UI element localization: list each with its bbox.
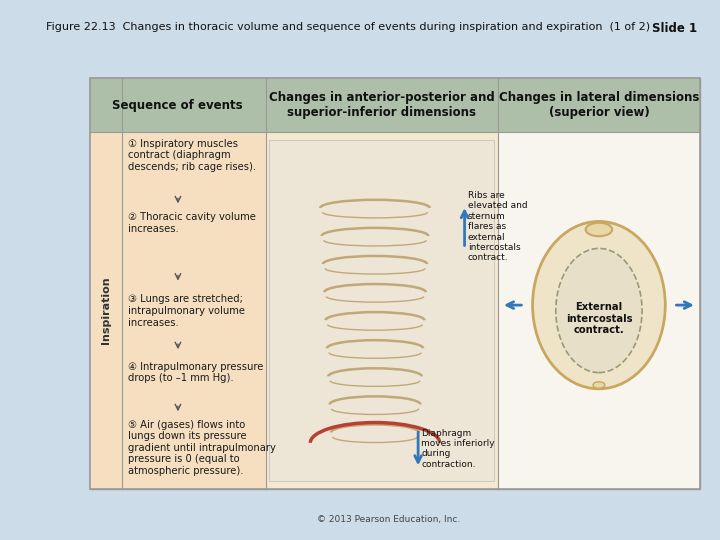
FancyBboxPatch shape bbox=[269, 140, 495, 481]
FancyBboxPatch shape bbox=[90, 78, 700, 489]
Text: ④ Intrapulmonary pressure
drops (to –1 mm Hg).: ④ Intrapulmonary pressure drops (to –1 m… bbox=[128, 362, 264, 383]
Text: Changes in lateral dimensions
(superior view): Changes in lateral dimensions (superior … bbox=[499, 91, 699, 119]
Text: ③ Lungs are stretched;
intrapulmonary volume
increases.: ③ Lungs are stretched; intrapulmonary vo… bbox=[128, 294, 246, 327]
FancyBboxPatch shape bbox=[498, 132, 700, 489]
Text: Sequence of events: Sequence of events bbox=[112, 99, 243, 112]
Text: External
intercostals
contract.: External intercostals contract. bbox=[566, 302, 632, 335]
Text: Ribs are
elevated and
sternum
flares as
external
intercostals
contract.: Ribs are elevated and sternum flares as … bbox=[468, 191, 528, 262]
Ellipse shape bbox=[585, 222, 612, 237]
Text: Figure 22.13  Changes in thoracic volume and sequence of events during inspirati: Figure 22.13 Changes in thoracic volume … bbox=[46, 22, 651, 32]
FancyBboxPatch shape bbox=[122, 132, 266, 489]
Ellipse shape bbox=[533, 221, 665, 389]
Text: Diaphragm
moves inferiorly
during
contraction.: Diaphragm moves inferiorly during contra… bbox=[421, 429, 495, 469]
FancyBboxPatch shape bbox=[90, 132, 122, 489]
Ellipse shape bbox=[593, 382, 605, 388]
Text: ② Thoracic cavity volume
increases.: ② Thoracic cavity volume increases. bbox=[128, 212, 256, 234]
Text: ① Inspiratory muscles
contract (diaphragm
descends; rib cage rises).: ① Inspiratory muscles contract (diaphrag… bbox=[128, 139, 256, 172]
Text: Inspiration: Inspiration bbox=[101, 276, 111, 345]
Text: Changes in anterior-posterior and
superior-inferior dimensions: Changes in anterior-posterior and superi… bbox=[269, 91, 495, 119]
Text: ⑤ Air (gases) flows into
lungs down its pressure
gradient until intrapulmonary
p: ⑤ Air (gases) flows into lungs down its … bbox=[128, 420, 276, 476]
FancyBboxPatch shape bbox=[90, 78, 700, 132]
Text: © 2013 Pearson Education, Inc.: © 2013 Pearson Education, Inc. bbox=[317, 515, 460, 524]
FancyBboxPatch shape bbox=[266, 132, 498, 489]
Text: Slide 1: Slide 1 bbox=[652, 22, 697, 35]
Ellipse shape bbox=[556, 248, 642, 373]
